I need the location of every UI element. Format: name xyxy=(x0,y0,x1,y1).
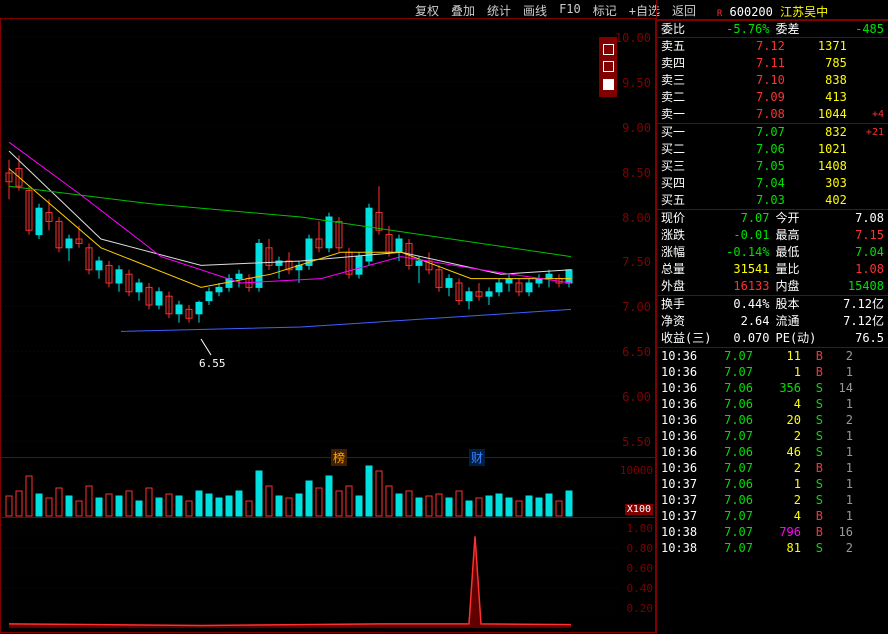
stock-name: 江苏吴中 xyxy=(780,5,828,19)
ask-list: 卖五7.121371卖四7.11785卖三7.10838卖二7.09413卖一7… xyxy=(657,37,888,123)
vol-tick: 10000 xyxy=(620,464,653,477)
stats-block: 现价7.07今开7.08涨跌-0.01最高7.15涨幅-0.14%最低7.04总… xyxy=(657,209,888,295)
tick-row: 10:387.0781S2 xyxy=(657,540,888,556)
stock-code: 600200 xyxy=(730,5,773,19)
stats2-block: 换手0.44%股本7.12亿净资2.64流通7.12亿收益(三)0.070PE(… xyxy=(657,295,888,347)
side-panel: R 600200 江苏吴中 委比 -5.76% 委差 -485 卖五7.1213… xyxy=(656,0,888,634)
candlestick-chart[interactable]: 10.009.509.008.508.007.507.006.506.005.5… xyxy=(0,18,656,458)
tick-row: 10:367.072S1 xyxy=(657,428,888,444)
price-axis: 10.009.509.008.508.007.507.006.506.005.5… xyxy=(617,19,653,459)
stat-row: 涨跌-0.01最高7.15 xyxy=(657,227,888,244)
r-badge: R xyxy=(717,9,722,19)
stat-row: 涨幅-0.14%最低7.04 xyxy=(657,244,888,261)
order-row: 卖二7.09413 xyxy=(657,89,888,106)
low-price-label: 6.55 xyxy=(199,357,226,370)
order-row: 卖三7.10838 xyxy=(657,72,888,89)
tick-row: 10:377.062S1 xyxy=(657,492,888,508)
main-chart-area: 10.009.509.008.508.007.507.006.506.005.5… xyxy=(0,0,656,634)
order-row: 买三7.051408 xyxy=(657,158,888,175)
stat-row: 换手0.44%股本7.12亿 xyxy=(657,296,888,313)
order-row: 买一7.07832+21 xyxy=(657,124,888,141)
order-row: 买五7.03402 xyxy=(657,192,888,209)
tick-row: 10:387.07796B16 xyxy=(657,524,888,540)
tick-row: 10:377.074B1 xyxy=(657,508,888,524)
tick-row: 10:367.064S1 xyxy=(657,396,888,412)
order-row: 买四7.04303 xyxy=(657,175,888,192)
commit-row: 委比 -5.76% 委差 -485 xyxy=(657,20,888,37)
tick-row: 10:367.071B1 xyxy=(657,364,888,380)
order-row: 买二7.061021 xyxy=(657,141,888,158)
tick-row: 10:367.072B1 xyxy=(657,460,888,476)
tick-list: 10:367.0711B210:367.071B110:367.06356S14… xyxy=(657,347,888,556)
order-row: 卖一7.081044+4 xyxy=(657,106,888,123)
tick-row: 10:367.06356S14 xyxy=(657,380,888,396)
volume-panel[interactable]: 10000 X100 xyxy=(0,458,656,518)
stat-row: 收益(三)0.070PE(动)76.5 xyxy=(657,330,888,347)
oscillator-panel[interactable]: 1.000.800.600.400.20 xyxy=(0,518,656,633)
vol-x100: X100 xyxy=(625,504,653,515)
tick-row: 10:367.0646S1 xyxy=(657,444,888,460)
stock-title[interactable]: R 600200 江苏吴中 xyxy=(657,0,888,20)
stat-row: 净资2.64流通7.12亿 xyxy=(657,313,888,330)
bid-list: 买一7.07832+21买二7.061021买三7.051408买四7.0430… xyxy=(657,123,888,209)
tick-row: 10:367.0711B2 xyxy=(657,348,888,364)
order-row: 卖四7.11785 xyxy=(657,55,888,72)
order-row: 卖五7.121371 xyxy=(657,38,888,55)
indicator-selector[interactable] xyxy=(599,37,617,97)
stat-row: 外盘16133内盘15408 xyxy=(657,278,888,295)
tick-row: 10:367.0620S2 xyxy=(657,412,888,428)
stat-row: 总量31541量比1.08 xyxy=(657,261,888,278)
tick-row: 10:377.061S1 xyxy=(657,476,888,492)
stat-row: 现价7.07今开7.08 xyxy=(657,210,888,227)
